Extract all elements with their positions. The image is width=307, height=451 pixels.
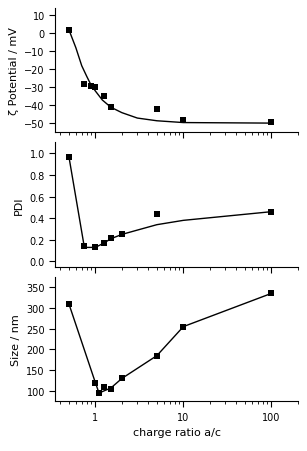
Y-axis label: PDI: PDI <box>14 196 24 214</box>
Y-axis label: ζ Potential / mV: ζ Potential / mV <box>9 27 19 115</box>
X-axis label: charge ratio a/c: charge ratio a/c <box>133 427 220 437</box>
Y-axis label: Size / nm: Size / nm <box>11 313 21 365</box>
